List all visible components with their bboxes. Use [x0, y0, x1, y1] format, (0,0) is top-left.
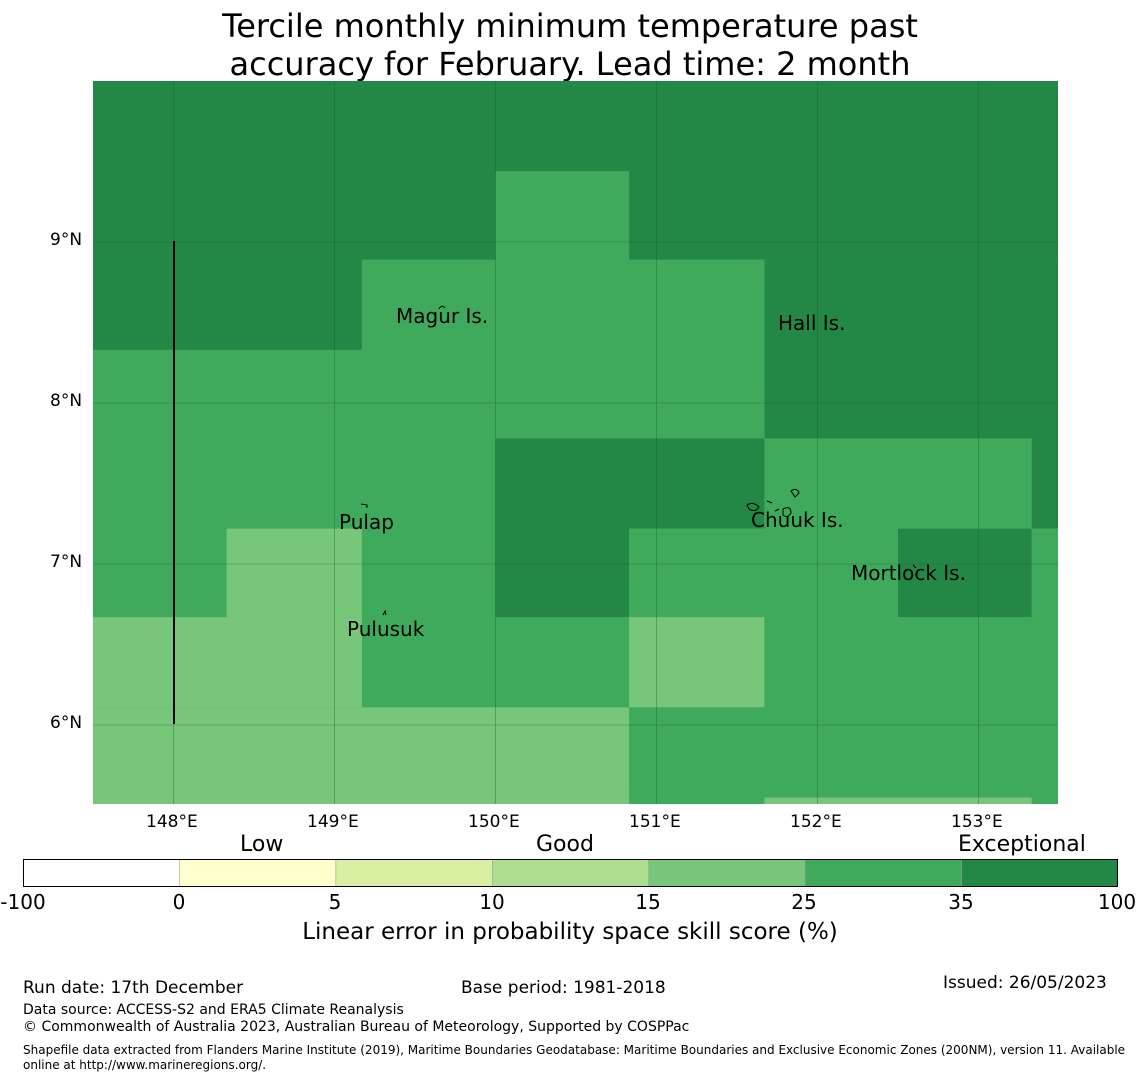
- skill-score-map: Magur Is. Hall Is. Pulap Chuuk Is. Mortl…: [93, 81, 1058, 804]
- colorbar-tick: 25: [791, 890, 817, 914]
- base-period: Base period: 1981-2018: [461, 978, 666, 998]
- colorbar-segment: [492, 859, 649, 887]
- lon-tick-153: 153°E: [951, 812, 1003, 832]
- skill-cell-good_high: [495, 171, 630, 260]
- skill-cell-good_mid: [93, 707, 630, 804]
- skill-cell-good_high: [93, 438, 496, 529]
- place-label-mortlock: Mortlock Is.: [851, 561, 966, 585]
- place-label-chuuk: Chuuk Is.: [751, 508, 844, 532]
- skill-cell-exceptional: [495, 81, 630, 172]
- skill-cell-exceptional: [495, 438, 765, 529]
- skill-cell-good_high: [93, 349, 362, 439]
- skill-cell-good_high: [764, 438, 1032, 529]
- place-label-pulusuk: Pulusuk: [347, 617, 425, 641]
- data-source: Data source: ACCESS-S2 and ERA5 Climate …: [23, 1002, 404, 1018]
- run-date: Run date: 17th December: [23, 978, 244, 998]
- issued-date: Issued: 26/05/2023: [943, 973, 1107, 993]
- colorbar-segment: [179, 859, 337, 887]
- place-label-pulap: Pulap: [339, 510, 394, 534]
- skill-cell-good_high: [495, 617, 630, 708]
- skill-cell-good_high: [629, 707, 1058, 790]
- lon-tick-149: 149°E: [307, 812, 359, 832]
- mortlock-island-shape: [912, 564, 917, 569]
- colorbar-tick: 0: [172, 890, 186, 914]
- skill-cell-good_high: [93, 528, 227, 618]
- lon-tick-152: 152°E: [790, 812, 842, 832]
- lat-tick-8: 8°N: [50, 391, 83, 411]
- colorbar-category-low: Low: [240, 832, 284, 857]
- copyright: © Commonwealth of Australia 2023, Austra…: [23, 1019, 690, 1035]
- skill-cell-good_mid: [629, 617, 765, 708]
- shapefile-credit: Shapefile data extracted from Flanders M…: [23, 1043, 1126, 1072]
- skill-cell-exceptional: [93, 81, 362, 350]
- skill-cell-good_high: [764, 617, 1058, 708]
- colorbar-segment: [335, 859, 493, 887]
- pulap-island-shape: [360, 503, 368, 508]
- colorbar-tick: 35: [948, 890, 974, 914]
- colorbar-tick: -100: [0, 890, 46, 914]
- skill-cell-exceptional: [361, 81, 496, 260]
- colorbar-tick: 15: [635, 890, 661, 914]
- skill-cell-exceptional: [1031, 438, 1058, 529]
- magur-island-shape: [438, 305, 446, 310]
- map-title-line-2: accuracy for February. Lead time: 2 mont…: [229, 45, 911, 83]
- skill-cell-good_high: [629, 528, 898, 618]
- skill-cell-good_mid: [764, 797, 1032, 804]
- skill-cell-good_high: [361, 259, 765, 439]
- colorbar-tick: 5: [328, 890, 342, 914]
- colorbar-tick: 10: [479, 890, 505, 914]
- map-title-line-1: Tercile monthly minimum temperature past: [222, 7, 918, 45]
- skill-cell-good_mid: [93, 617, 362, 708]
- skill-cell-exceptional: [629, 81, 1058, 260]
- colorbar-tick: 100: [1097, 890, 1137, 914]
- skill-cell-exceptional: [495, 528, 630, 618]
- skill-cell-good_high: [361, 528, 496, 708]
- lon-tick-148: 148°E: [146, 812, 198, 832]
- colorbar-segment: [961, 859, 1118, 887]
- colorbar: [23, 859, 1118, 887]
- skill-cell-good_high: [1031, 528, 1058, 618]
- place-label-magur: Magur Is.: [396, 304, 488, 328]
- skill-cell-good_mid: [226, 528, 362, 618]
- colorbar-category-good: Good: [536, 832, 594, 857]
- lat-tick-7: 7°N: [50, 552, 83, 572]
- colorbar-axis-label: Linear error in probability space skill …: [302, 919, 838, 945]
- lon-tick-151: 151°E: [629, 812, 681, 832]
- lat-tick-9: 9°N: [50, 230, 83, 250]
- place-label-hall: Hall Is.: [778, 311, 845, 335]
- skill-cell-exceptional: [764, 259, 1058, 439]
- colorbar-category-exceptional: Exceptional: [958, 832, 1086, 857]
- chuuk-islands-shape: [746, 488, 800, 518]
- colorbar-segment: [804, 859, 962, 887]
- lat-tick-6: 6°N: [50, 713, 83, 733]
- skill-cell-exceptional: [898, 528, 1032, 618]
- lon-tick-150: 150°E: [468, 812, 520, 832]
- colorbar-segment: [648, 859, 806, 887]
- pulusuk-island-shape: [382, 609, 387, 616]
- colorbar-segment: [23, 859, 180, 887]
